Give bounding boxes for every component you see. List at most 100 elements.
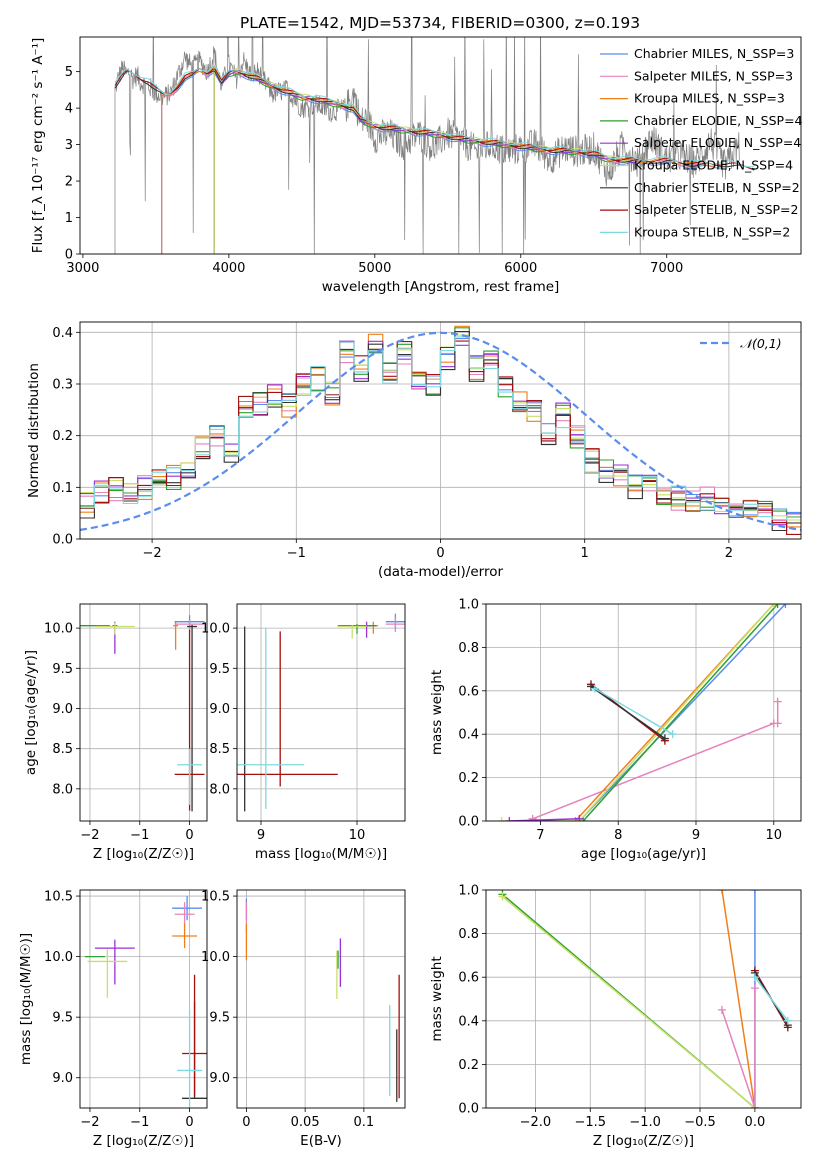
y-tick-label: 8.0 bbox=[52, 782, 73, 797]
mass-weight-vs-metallicity-panel: −2.0 −1.5 −1.0 −0.5 0.0 0.0 0.2 0.4 0.6 0.8 1.0 Z [… bbox=[429, 884, 802, 1149]
age-vs-metallicity-panel: −2 −1 0 8.0 8.5 9.0 9.5 10.0 Z [log₁₀(Z/Z☉)] age … bbox=[23, 603, 208, 862]
x-axis-label: (data-model)/error bbox=[378, 564, 504, 580]
axes-frame bbox=[79, 603, 208, 822]
x-tick-label: −0.5 bbox=[684, 1115, 716, 1130]
x-axis-label: age [log₁₀(age/yr)] bbox=[581, 846, 706, 862]
x-axis-label: Z [log₁₀(Z/Z☉)] bbox=[93, 846, 194, 862]
x-tick-label: −1 bbox=[130, 828, 149, 843]
weight-marker bbox=[750, 984, 759, 993]
x-tick-label: −2 bbox=[143, 546, 162, 561]
x-tick-label: −1.5 bbox=[574, 1115, 606, 1130]
weight-line bbox=[532, 722, 775, 820]
y-axis-label: Normed distribution bbox=[26, 363, 42, 498]
axes-frame bbox=[79, 889, 208, 1109]
y-tick-label: 1.0 bbox=[458, 598, 479, 613]
y-tick-label: 0.4 bbox=[458, 1014, 479, 1029]
x-tick-label: 2 bbox=[725, 546, 733, 561]
weight-line bbox=[578, 604, 786, 821]
weight-marker bbox=[783, 1016, 792, 1025]
y-tick-label: 0.2 bbox=[52, 429, 73, 444]
residuals-panel: −2 −1 0 1 2 0.0 0.1 0.2 0.3 0.4 (data-model)/error… bbox=[26, 321, 802, 580]
weight-marker bbox=[717, 890, 726, 894]
mass-vs-metallicity-panel: −2 −1 0 9.0 9.5 10.0 10.5 Z [log₁₀(Z/Z☉)] mass [… bbox=[18, 889, 208, 1149]
x-tick-label: 10 bbox=[349, 828, 366, 843]
x-tick-label: 0 bbox=[185, 1115, 193, 1130]
y-tick-label: 5 bbox=[65, 65, 73, 80]
y-tick-label: 4 bbox=[65, 102, 73, 117]
y-tick-label: 9.5 bbox=[52, 1011, 73, 1026]
y-tick-label: 10.0 bbox=[44, 950, 73, 965]
model-spectrum-line bbox=[114, 65, 755, 168]
x-tick-label: −1 bbox=[287, 546, 306, 561]
weight-marker bbox=[505, 817, 514, 821]
weight-marker bbox=[660, 734, 669, 743]
weight-line bbox=[590, 685, 666, 740]
plot-area bbox=[114, 37, 755, 254]
y-tick-label: 0.4 bbox=[52, 326, 73, 341]
x-tick-label: −2 bbox=[80, 1115, 99, 1130]
y-tick-label: 8.0 bbox=[209, 782, 230, 797]
y-tick-label: 10.0 bbox=[201, 622, 230, 637]
y-tick-label: 1.0 bbox=[458, 884, 479, 899]
y-tick-label: 9.5 bbox=[52, 662, 73, 677]
x-tick-label: 9 bbox=[692, 828, 700, 843]
weight-marker bbox=[528, 814, 537, 821]
legend: Chabrier MILES, N_SSP=3 Salpeter MILES, N… bbox=[600, 46, 803, 239]
x-tick-label: 7000 bbox=[650, 261, 683, 276]
y-tick-label: 0.2 bbox=[458, 1058, 479, 1073]
y-axis-label: mass weight bbox=[429, 956, 445, 1041]
y-axis-label: mass weight bbox=[429, 670, 445, 755]
x-tick-label: 4000 bbox=[212, 261, 245, 276]
weight-marker bbox=[773, 697, 782, 706]
plot-area bbox=[245, 898, 400, 1102]
weight-marker bbox=[668, 730, 677, 739]
x-axis-label: wavelength [Angstrom, rest frame] bbox=[322, 279, 560, 295]
axes-frame bbox=[79, 321, 802, 540]
y-tick-label: 9.5 bbox=[209, 662, 230, 677]
y-tick-label: 9.5 bbox=[209, 1011, 230, 1026]
y-tick-label: 3 bbox=[65, 138, 73, 153]
weight-line bbox=[721, 988, 756, 1108]
x-tick-label: 0.1 bbox=[354, 1115, 375, 1130]
y-tick-label: 0.8 bbox=[458, 927, 479, 942]
legend-label: 𝒩(0,1) bbox=[740, 336, 782, 351]
axes-frame bbox=[79, 36, 802, 255]
weight-line bbox=[582, 604, 779, 821]
axes-frame bbox=[236, 603, 406, 822]
y-tick-label: 0.0 bbox=[458, 1102, 479, 1117]
x-axis-label: Z [log₁₀(Z/Z☉)] bbox=[593, 1133, 694, 1149]
weight-line bbox=[502, 895, 756, 1108]
mass-weight-vs-age-panel: 7 8 9 10 0.0 0.2 0.4 0.6 0.8 1.0 age [log₁₀(age/yr… bbox=[429, 598, 802, 862]
y-tick-label: 0.1 bbox=[52, 481, 73, 496]
x-tick-label: 10 bbox=[766, 828, 783, 843]
weight-line bbox=[501, 604, 775, 821]
x-tick-label: 8 bbox=[614, 828, 622, 843]
y-axis-label: Flux [f_λ 10⁻¹⁷ erg cm⁻² s⁻¹ A⁻¹] bbox=[30, 38, 46, 254]
y-tick-label: 1 bbox=[65, 211, 73, 226]
x-tick-label: 6000 bbox=[504, 261, 537, 276]
y-tick-label: 9.0 bbox=[52, 702, 73, 717]
plot-area bbox=[497, 604, 790, 821]
weight-marker bbox=[750, 1104, 759, 1108]
legend-label: Salpeter STELIB, N_SSP=2 bbox=[634, 202, 798, 217]
x-tick-label: 5000 bbox=[358, 261, 391, 276]
weight-marker bbox=[498, 892, 507, 901]
plot-area bbox=[498, 890, 792, 1108]
plot-area bbox=[80, 615, 205, 812]
gaussian-curve bbox=[80, 331, 801, 531]
x-axis-label: mass [log₁₀(M/M☉)] bbox=[255, 846, 387, 862]
y-tick-label: 0.0 bbox=[458, 815, 479, 830]
weight-line bbox=[594, 687, 674, 735]
y-tick-label: 0.0 bbox=[52, 533, 73, 548]
legend-label: Chabrier STELIB, N_SSP=2 bbox=[634, 180, 800, 195]
weight-marker bbox=[750, 973, 759, 982]
weight-marker bbox=[781, 604, 790, 608]
y-tick-label: 0.8 bbox=[458, 641, 479, 656]
y-tick-label: 8.5 bbox=[209, 742, 230, 757]
weight-line bbox=[721, 890, 756, 1108]
legend-label: Kroupa ELODIE, N_SSP=4 bbox=[634, 158, 793, 173]
x-tick-label: 0 bbox=[242, 1115, 250, 1130]
y-tick-label: 10.0 bbox=[44, 622, 73, 637]
legend-label: Salpeter ELODIE, N_SSP=4 bbox=[634, 135, 801, 150]
y-tick-label: 10.5 bbox=[44, 890, 73, 905]
